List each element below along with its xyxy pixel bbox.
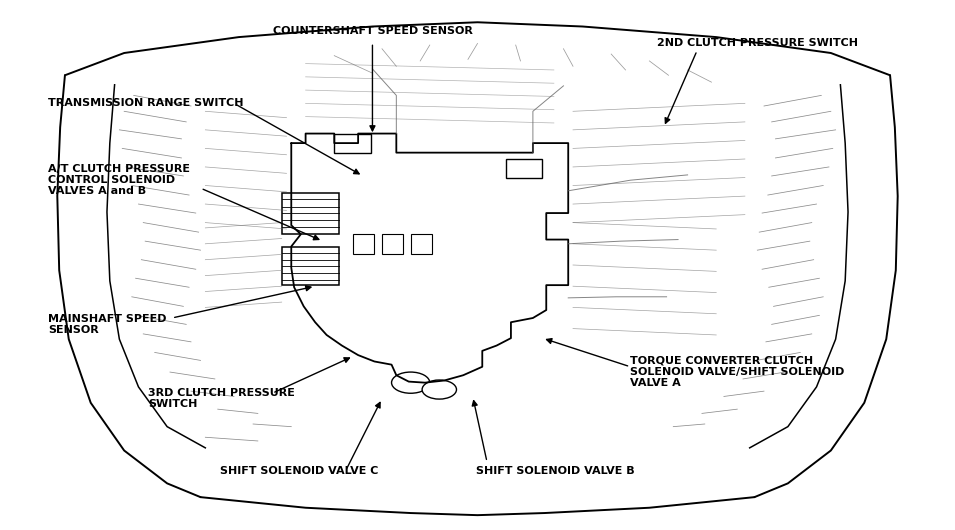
Bar [334, 134, 371, 153]
Circle shape [422, 380, 456, 399]
Bar [411, 234, 432, 254]
Text: SHIFT SOLENOID VALVE B: SHIFT SOLENOID VALVE B [476, 466, 634, 475]
Text: COUNTERSHAFT SPEED SENSOR: COUNTERSHAFT SPEED SENSOR [272, 26, 473, 36]
Text: SHIFT SOLENOID VALVE C: SHIFT SOLENOID VALVE C [220, 466, 378, 475]
Bar [282, 193, 339, 234]
Bar [282, 247, 339, 285]
Circle shape [392, 372, 430, 393]
Bar [353, 234, 374, 254]
Bar [506, 159, 542, 178]
Text: TORQUE CONVERTER CLUTCH
SOLENOID VALVE/SHIFT SOLENOID
VALVE A: TORQUE CONVERTER CLUTCH SOLENOID VALVE/S… [630, 356, 844, 388]
Text: TRANSMISSION RANGE SWITCH: TRANSMISSION RANGE SWITCH [48, 99, 244, 108]
Text: 3RD CLUTCH PRESSURE
SWITCH: 3RD CLUTCH PRESSURE SWITCH [148, 388, 295, 409]
Bar [382, 234, 403, 254]
Text: 2ND CLUTCH PRESSURE SWITCH: 2ND CLUTCH PRESSURE SWITCH [657, 39, 858, 48]
Text: A/T CLUTCH PRESSURE
CONTROL SOLENOID
VALVES A and B: A/T CLUTCH PRESSURE CONTROL SOLENOID VAL… [48, 164, 190, 197]
Text: MAINSHAFT SPEED
SENSOR: MAINSHAFT SPEED SENSOR [48, 314, 166, 335]
